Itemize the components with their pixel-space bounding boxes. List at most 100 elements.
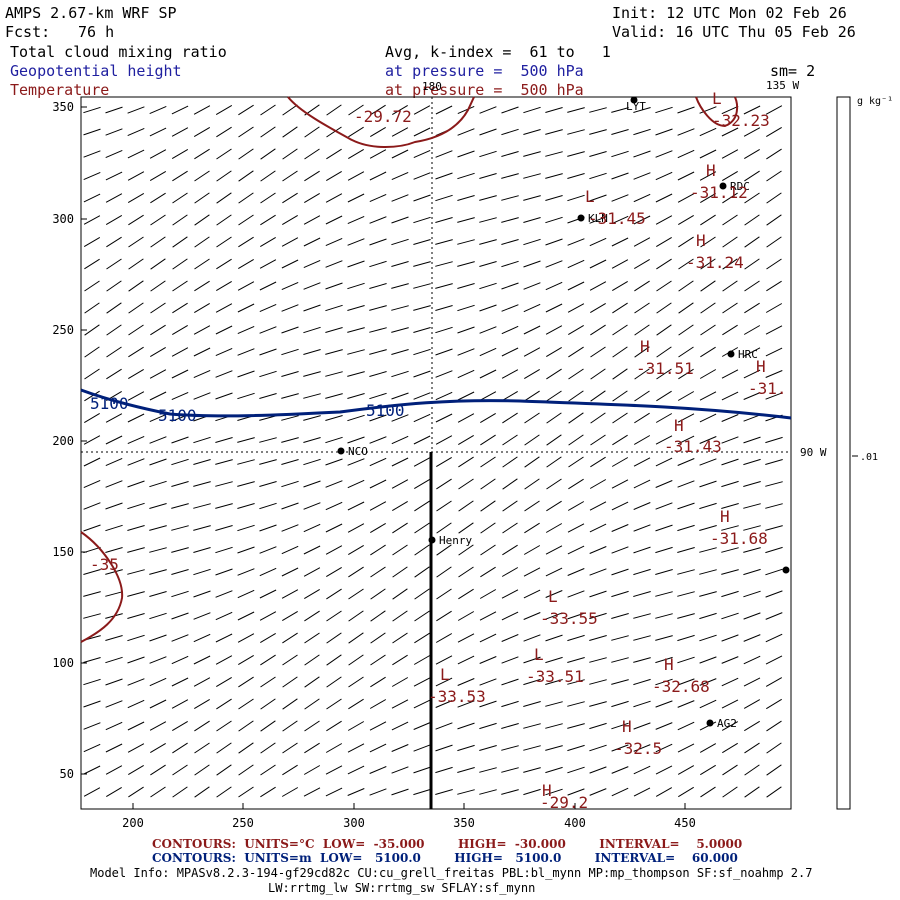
- wind-barb: [172, 280, 188, 292]
- temp-label: -29.2: [540, 793, 588, 812]
- wind-barb: [457, 413, 475, 423]
- wind-barb: [743, 325, 761, 335]
- wind-barb: [216, 214, 232, 226]
- wind-barb: [567, 303, 585, 313]
- wind-barb: [369, 149, 387, 159]
- high-marker: H: [696, 231, 706, 250]
- wind-barb: [743, 481, 761, 487]
- wind-barb: [590, 412, 606, 424]
- wind-barb: [391, 305, 409, 311]
- wind-barb: [633, 635, 651, 641]
- wind-barb: [611, 215, 629, 225]
- wind-barb: [655, 524, 673, 532]
- wind-barb: [546, 434, 562, 446]
- wind-barb: [699, 547, 717, 553]
- wind-barb: [347, 743, 365, 753]
- wind-barb: [414, 500, 430, 512]
- wind-barb: [436, 478, 452, 490]
- wind-barb: [502, 390, 518, 402]
- wind-barb: [150, 192, 166, 204]
- wind-barb: [700, 346, 716, 358]
- wind-barb: [479, 391, 497, 401]
- wind-barb: [215, 481, 233, 487]
- wind-barb: [721, 414, 739, 422]
- wind-barb: [171, 481, 189, 487]
- wind-barb: [699, 502, 717, 510]
- wind-barb: [193, 347, 211, 357]
- wind-barb: [150, 258, 166, 270]
- wind-barb: [215, 503, 233, 509]
- wind-barb: [259, 348, 277, 356]
- wind-barb: [369, 743, 387, 753]
- wind-barb: [633, 128, 651, 136]
- wind-barb: [325, 260, 343, 268]
- wind-barb: [303, 458, 321, 466]
- wind-barb: [435, 789, 453, 795]
- wind-barb: [127, 678, 145, 686]
- wind-barb: [260, 786, 276, 798]
- wind-barb: [590, 368, 606, 380]
- wind-barb: [149, 105, 167, 115]
- wind-barb: [766, 236, 782, 248]
- wind-barb: [743, 525, 761, 531]
- wind-barb: [722, 742, 738, 754]
- wind-barb: [128, 324, 144, 336]
- wind-barb: [479, 611, 497, 621]
- wind-barb: [568, 368, 584, 380]
- wind-barb: [633, 613, 651, 619]
- wind-barb: [677, 193, 695, 203]
- wind-barb: [171, 148, 189, 160]
- wind-barb: [501, 128, 519, 136]
- wind-barb: [128, 258, 144, 270]
- wind-barb: [656, 302, 672, 314]
- wind-barb: [237, 546, 255, 554]
- y-tick-label: 200: [52, 434, 74, 448]
- wind-barb: [480, 412, 496, 424]
- wind-barb: [391, 127, 409, 137]
- field-cloud-detail: Avg, k-index = 61 to 1: [385, 43, 611, 61]
- wind-barb: [699, 171, 717, 181]
- wind-barb: [457, 172, 475, 180]
- wind-barb: [369, 788, 387, 796]
- wind-barb: [281, 326, 299, 334]
- wind-barb: [149, 612, 167, 620]
- wind-barb: [150, 742, 166, 754]
- wind-barb: [567, 657, 585, 663]
- station-ag2: AG2: [706, 717, 737, 730]
- wind-barb: [545, 129, 563, 135]
- wind-barb: [612, 390, 628, 402]
- wind-barb: [655, 569, 673, 575]
- wind-barb: [677, 458, 695, 466]
- wind-barb: [743, 503, 761, 509]
- wind-barb: [502, 456, 518, 468]
- wind-barb: [238, 170, 254, 182]
- wind-barb: [611, 237, 629, 247]
- wind-barb: [633, 568, 651, 576]
- wind-barb: [721, 721, 739, 731]
- wind-barb: [435, 766, 453, 774]
- wind-barb: [721, 369, 739, 379]
- wind-barb: [457, 150, 475, 158]
- wind-barb: [677, 721, 695, 731]
- wind-barb: [699, 569, 717, 575]
- wind-barb: [765, 303, 783, 313]
- wind-barb: [611, 657, 629, 663]
- wind-barb: [611, 700, 629, 708]
- wind-barb: [743, 127, 761, 137]
- x-tick-labels: 200 250 300 350 400 450: [122, 816, 696, 830]
- wind-barb: [392, 500, 408, 512]
- wind-barb: [699, 149, 717, 159]
- wind-barb: [282, 654, 298, 666]
- wind-barb: [677, 106, 695, 114]
- wind-barb: [260, 764, 276, 776]
- wind-barb: [677, 435, 695, 445]
- wind-barb: [171, 436, 189, 444]
- wind-barb: [435, 370, 453, 378]
- wind-barb: [127, 413, 145, 423]
- wind-barb: [436, 566, 452, 578]
- wind-barb: [457, 678, 475, 686]
- wind-barb: [105, 569, 123, 575]
- wind-barb: [304, 742, 320, 754]
- wind-barb: [546, 346, 562, 358]
- wind-barb: [655, 591, 673, 597]
